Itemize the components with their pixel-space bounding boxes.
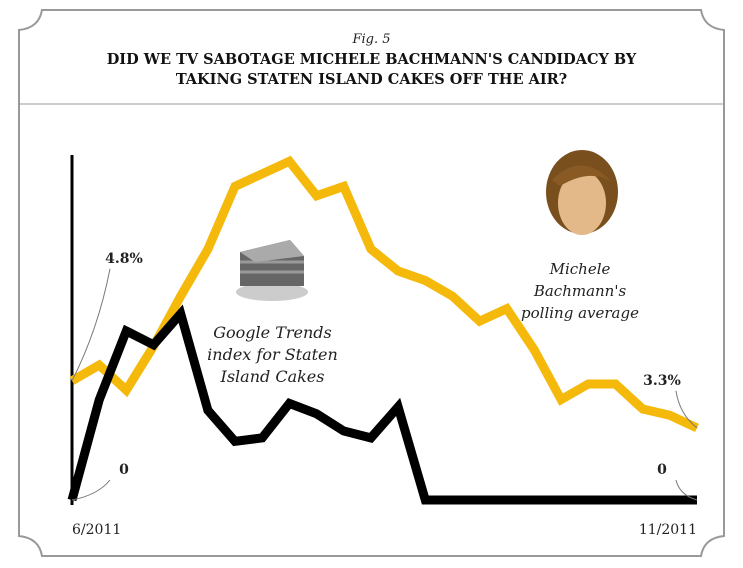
figure-label: Fig. 5 bbox=[352, 32, 391, 47]
series-line bbox=[67, 304, 697, 505]
series-annotation: Michele Bachmann's polling average bbox=[521, 260, 639, 322]
leader-line bbox=[71, 479, 111, 501]
value-label: 4.8% bbox=[105, 251, 143, 267]
value-label: 0 bbox=[657, 462, 667, 478]
leader-line bbox=[675, 390, 698, 429]
frame bbox=[18, 9, 725, 557]
series-annotation: Google Trends index for Staten Island Ca… bbox=[207, 323, 338, 386]
leader-line bbox=[71, 268, 111, 382]
x-tick-label: 6/2011 bbox=[72, 522, 121, 538]
face-icon bbox=[546, 150, 618, 235]
x-tick-label: 11/2011 bbox=[639, 522, 697, 538]
leader-line bbox=[675, 479, 698, 501]
value-label: 0 bbox=[119, 462, 129, 478]
value-label: 3.3% bbox=[643, 373, 681, 389]
series-line bbox=[69, 155, 699, 432]
cake-icon bbox=[236, 240, 308, 301]
chart-title: DID WE TV SABOTAGE MICHELE BACHMANN'S CA… bbox=[106, 51, 637, 88]
